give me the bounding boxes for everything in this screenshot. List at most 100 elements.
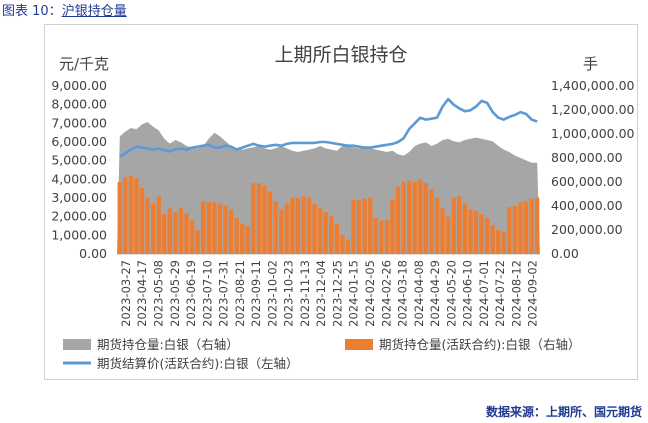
- bar-active-holdings: [412, 182, 417, 254]
- caption-link[interactable]: 沪银持仓量: [61, 4, 127, 19]
- bar-active-holdings: [446, 216, 451, 254]
- bar-active-holdings: [318, 208, 323, 254]
- legend-swatch-area: [63, 339, 91, 350]
- right-tick-label: 1,200,000.00: [551, 102, 635, 117]
- bar-active-holdings: [117, 182, 122, 254]
- bar-active-holdings: [401, 182, 406, 254]
- bar-active-holdings: [273, 201, 278, 254]
- bar-active-holdings: [507, 207, 512, 254]
- bar-active-holdings: [234, 218, 239, 254]
- bar-active-holdings: [362, 198, 367, 254]
- bar-active-holdings: [134, 178, 139, 254]
- bar-active-holdings: [462, 203, 467, 254]
- x-tick-label: 2024-04-29: [428, 260, 442, 327]
- bar-active-holdings: [167, 208, 172, 254]
- bar-active-holdings: [312, 203, 317, 254]
- bar-active-holdings: [501, 232, 506, 254]
- x-tick-label: 2024-07-01: [477, 260, 491, 327]
- bar-active-holdings: [340, 234, 345, 254]
- left-tick-label: 2,000.00: [51, 209, 107, 224]
- bar-active-holdings: [228, 209, 234, 254]
- bar-active-holdings: [145, 197, 150, 254]
- figure-caption: 图表 10：沪银持仓量: [2, 0, 127, 19]
- x-tick-label: 2023-12-25: [330, 260, 344, 327]
- bar-active-holdings: [217, 203, 223, 254]
- left-tick-label: 3,000.00: [51, 190, 107, 205]
- x-tick-label: 2024-07-22: [493, 260, 507, 327]
- bar-active-holdings: [373, 218, 378, 254]
- bar-active-holdings: [429, 189, 434, 254]
- holdings-chart: 上期所白银持仓 元/千克 手 0.00 1,000.00 2,000.00 3,000…: [51, 44, 635, 371]
- x-tick-label: 2024-02-26: [379, 260, 393, 327]
- bar-active-holdings: [206, 202, 211, 254]
- bar-active-holdings: [496, 230, 501, 254]
- bar-active-holdings: [512, 206, 518, 254]
- x-tick-label: 2024-09-02: [526, 260, 540, 327]
- series-area-total-holdings: [117, 122, 540, 254]
- x-tick-label: 2024-04-08: [412, 260, 426, 327]
- bar-active-holdings: [139, 188, 145, 254]
- bar-active-holdings: [418, 179, 423, 254]
- bar-active-holdings: [384, 220, 390, 254]
- right-tick-label: 1,000,000.00: [551, 126, 635, 141]
- bar-active-holdings: [279, 209, 284, 254]
- right-tick-label: 200,000.00: [551, 222, 623, 237]
- series-line-settlement-price: [119, 97, 538, 158]
- bar-active-holdings: [479, 214, 484, 254]
- right-tick-label: 600,000.00: [551, 174, 623, 189]
- x-tick-label: 2023-05-08: [152, 260, 166, 327]
- legend-label-area: 期货持仓量:白银（右轴）: [97, 337, 239, 352]
- x-tick-label: 2023-12-04: [314, 260, 328, 327]
- bar-active-holdings: [128, 176, 133, 254]
- bar-active-holdings: [356, 200, 362, 254]
- left-tick-label: 1,000.00: [51, 227, 107, 242]
- bar-active-holdings: [262, 185, 267, 254]
- chart-title: 上期所白银持仓: [274, 44, 407, 66]
- bar-active-holdings: [440, 208, 445, 254]
- bar-active-holdings: [323, 212, 328, 254]
- bar-active-holdings: [151, 203, 156, 254]
- bar-active-holdings: [329, 215, 334, 254]
- left-tick-label: 5,000.00: [51, 153, 107, 168]
- bar-active-holdings: [256, 183, 262, 254]
- left-tick-label: 9,000.00: [51, 78, 107, 93]
- left-axis-label: 元/千克: [59, 55, 109, 73]
- bar-active-holdings: [451, 197, 456, 254]
- left-tick-label: 4,000.00: [51, 171, 107, 186]
- caption-prefix: 图表 10：: [2, 4, 62, 19]
- bar-active-holdings: [368, 197, 373, 254]
- bar-active-holdings: [473, 210, 479, 254]
- left-tick-label: 7,000.00: [51, 115, 107, 130]
- bar-active-holdings: [390, 200, 395, 254]
- bar-active-holdings: [284, 203, 289, 254]
- legend-label-line: 期货结算价(活跃合约):白银（左轴）: [97, 356, 298, 371]
- bar-active-holdings: [156, 196, 161, 254]
- legend-swatch-bars: [345, 339, 373, 350]
- x-tick-label: 2024-01-15: [347, 260, 361, 327]
- bar-active-holdings: [434, 197, 440, 254]
- x-tick-label: 2024-03-18: [396, 260, 410, 327]
- bar-active-holdings: [535, 197, 540, 254]
- right-tick-label: 800,000.00: [551, 150, 623, 165]
- bar-active-holdings: [518, 202, 523, 254]
- right-tick-label: 1,400,000.00: [551, 78, 635, 93]
- legend-label-bars: 期货持仓量(活跃合约):白银（右轴）: [379, 337, 580, 352]
- bar-active-holdings: [195, 230, 200, 254]
- x-tick-label: 2023-09-11: [249, 260, 263, 327]
- bar-active-holdings: [490, 225, 495, 254]
- x-tick-label: 2023-11-13: [298, 260, 312, 327]
- x-tick-label: 2023-10-23: [282, 260, 296, 327]
- bar-active-holdings: [334, 224, 339, 254]
- bar-active-holdings: [223, 206, 228, 254]
- x-tick-label: 2023-10-02: [265, 260, 279, 327]
- bar-active-holdings: [457, 196, 462, 254]
- bar-active-holdings: [190, 220, 195, 254]
- bar-active-holdings: [423, 183, 428, 254]
- x-tick-label: 2023-06-19: [184, 260, 198, 327]
- left-tick-label: 8,000.00: [51, 97, 107, 112]
- bar-active-holdings: [240, 224, 245, 254]
- x-tick-label: 2023-04-17: [135, 260, 149, 327]
- bar-active-holdings: [267, 191, 273, 254]
- source-note: 数据来源：上期所、国元期货: [485, 405, 642, 419]
- x-tick-label: 2024-05-20: [444, 260, 458, 327]
